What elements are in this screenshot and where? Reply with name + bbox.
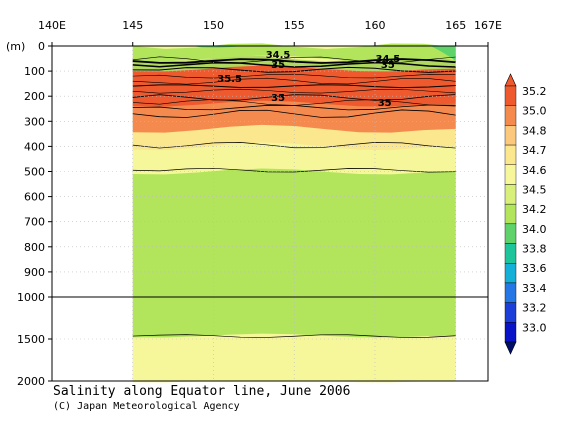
colorbar-label: 34.5 xyxy=(522,183,547,196)
y-tick-label: 800 xyxy=(24,241,45,254)
colorbar-segment xyxy=(504,203,517,225)
y-tick-label: 300 xyxy=(24,115,45,128)
colorbar-segment xyxy=(504,263,517,284)
contour-line xyxy=(132,88,456,94)
contour-label-text: 34.5 xyxy=(376,54,401,65)
colorbar-segment xyxy=(504,302,517,323)
colorbar-segment xyxy=(504,243,517,264)
colorbar-segment xyxy=(504,282,517,303)
y-tick-label: 1500 xyxy=(17,333,45,346)
colorbar-bottom-arrow xyxy=(504,341,517,355)
x-tick-label: 155 xyxy=(284,19,305,32)
colorbar-label: 34.6 xyxy=(522,164,547,177)
colorbar-top-arrow xyxy=(504,73,517,87)
y-tick-label: 100 xyxy=(24,65,45,78)
plot-frame xyxy=(51,45,489,382)
colorbar: 35.2 35.0 34.8 34.7 34.6 34.5 34.2 34.0 33.8 33.6… xyxy=(504,73,547,355)
contour-line xyxy=(132,58,456,64)
contour-line xyxy=(132,84,456,89)
y-tick-label: 600 xyxy=(24,191,45,204)
colorbar-segment xyxy=(504,223,517,244)
y-tick-label: 1000 xyxy=(17,291,45,304)
colorbar-label: 34.0 xyxy=(522,223,547,236)
colorbar-segment xyxy=(504,164,517,185)
contour-line xyxy=(132,77,456,85)
colorbar-label: 35.2 xyxy=(522,85,547,98)
layer-east-teal xyxy=(430,46,456,62)
colorbar-segment xyxy=(504,322,517,343)
colorbar-segment xyxy=(504,105,517,126)
axes: 140E 145 150 155 160 165 167E 0 100 200 300 400 500 6… xyxy=(6,19,502,388)
chart-credit: (C) Japan Meteorological Agency xyxy=(53,401,240,412)
x-tick-label: 167E xyxy=(474,19,502,32)
contour-label-text: 35 xyxy=(271,60,285,71)
colorbar-segment xyxy=(504,184,517,205)
contour-line xyxy=(132,142,456,149)
contour-label-text: 35 xyxy=(271,93,285,104)
colorbar-label: 33.2 xyxy=(522,302,547,315)
colorbar-label: 34.7 xyxy=(522,144,547,157)
colorbar-segment xyxy=(504,144,517,165)
colorbar-label: 35.0 xyxy=(522,105,547,118)
colorbar-label: 34.8 xyxy=(522,124,547,137)
contour-line xyxy=(132,167,456,173)
colorbar-label: 33.8 xyxy=(522,243,547,256)
y-tick-label: 900 xyxy=(24,266,45,279)
y-tick-label: 200 xyxy=(24,90,45,103)
x-tick-label: 145 xyxy=(122,19,143,32)
contour-line xyxy=(132,99,456,106)
contour-line xyxy=(132,109,456,118)
colorbar-segment xyxy=(504,85,517,106)
x-tick-label: 165 xyxy=(445,19,466,32)
x-tick-label: 150 xyxy=(203,19,224,32)
colorbar-segment xyxy=(504,125,517,146)
y-tick-label: 2000 xyxy=(17,375,45,388)
x-tick-label: 140E xyxy=(38,19,66,32)
y-tick-label: 700 xyxy=(24,216,45,229)
contour-label-text: 34.5 xyxy=(266,50,291,61)
y-tick-label: 0 xyxy=(38,40,45,53)
contour-label-text: 35 xyxy=(378,98,392,109)
colorbar-label: 33.0 xyxy=(522,321,547,334)
contour-line xyxy=(132,56,456,64)
chart-title: Salinity along Equator line, June 2006 xyxy=(53,384,351,399)
y-unit-label: (m) xyxy=(6,40,25,53)
colorbar-label: 33.6 xyxy=(522,262,547,275)
contour-line xyxy=(132,66,456,73)
colorbar-label: 34.2 xyxy=(522,203,547,216)
contour-label-text: 35 xyxy=(381,60,395,71)
y-tick-label: 500 xyxy=(24,166,45,179)
y-tick-label: 400 xyxy=(24,140,45,153)
contour-label-text: 35.5 xyxy=(217,74,242,85)
layer-surface-green xyxy=(132,43,456,62)
colorbar-label: 33.4 xyxy=(522,282,547,295)
x-tick-label: 160 xyxy=(364,19,385,32)
contour-line xyxy=(132,334,456,338)
